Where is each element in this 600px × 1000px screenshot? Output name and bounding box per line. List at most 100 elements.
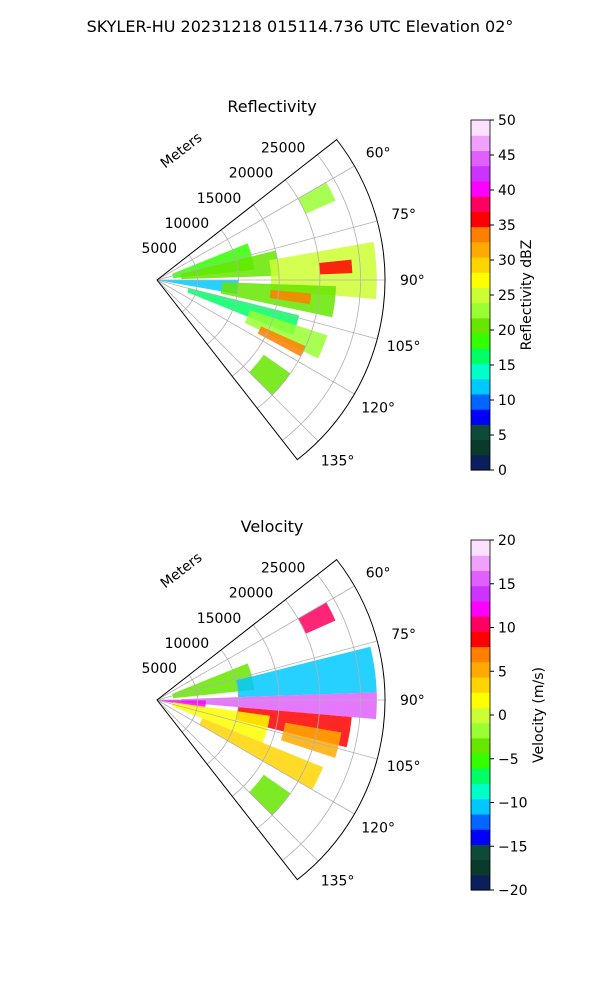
azimuth-tick-label: 60° <box>366 565 391 581</box>
range-tick-label: 20000 <box>229 586 274 602</box>
colorbar-tick-label: 10 <box>498 393 516 409</box>
colorbar-segment <box>471 813 490 830</box>
colorbar-segment <box>471 165 490 182</box>
echo-region <box>269 289 312 305</box>
colorbar-segment <box>471 150 490 167</box>
azimuth-spoke <box>156 279 319 442</box>
colorbar-segment <box>471 859 490 876</box>
colorbar-segment <box>471 454 490 471</box>
range-tick-label: 5000 <box>141 661 177 677</box>
reflectivity-radial-label: Meters <box>158 130 206 172</box>
range-ring <box>181 254 199 313</box>
colorbar-segment <box>471 439 490 456</box>
colorbar-segment <box>471 783 490 800</box>
range-tick-label: 15000 <box>197 191 242 207</box>
colorbar-segment <box>471 211 490 228</box>
reflectivity-title: Reflectivity <box>227 97 316 116</box>
range-tick-label: 10000 <box>165 216 210 232</box>
azimuth-tick-label: 105° <box>387 339 421 355</box>
azimuth-spoke <box>156 699 319 862</box>
colorbar-tick-label: 20 <box>498 533 516 549</box>
colorbar-tick-label: 15 <box>498 577 516 593</box>
azimuth-spoke <box>156 585 355 701</box>
colorbar-segment <box>471 829 490 845</box>
azimuth-spoke <box>156 279 355 395</box>
colorbar-segment <box>471 348 490 365</box>
colorbar-tick-label: 40 <box>498 183 516 199</box>
colorbar-segment <box>471 616 490 632</box>
colorbar-segment <box>471 570 490 587</box>
reflectivity-axis-labels: 5000 10000 15000 20000 25000 60° 75° 90° 105° 120… <box>141 141 424 470</box>
velocity-title: Velocity <box>241 517 304 536</box>
reflectivity-echoes <box>157 182 377 396</box>
colorbar-tick-label: −20 <box>498 883 528 899</box>
range-tick-label: 5000 <box>141 241 177 257</box>
velocity-radial-label: Meters <box>158 550 206 592</box>
azimuth-tick-label: 75° <box>391 627 416 643</box>
colorbar-segment <box>471 874 490 891</box>
colorbar-segment <box>471 302 490 319</box>
colorbar-tick-label: −15 <box>498 839 528 855</box>
colorbar-tick-label: 50 <box>498 113 516 129</box>
azimuth-spoke <box>156 640 378 701</box>
colorbar-tick-label: 25 <box>498 288 516 304</box>
sector-outline <box>156 138 386 461</box>
colorbar-segment <box>471 409 490 425</box>
sector-outline <box>156 558 386 881</box>
colorbar-segment <box>471 844 490 861</box>
figure-suptitle: SKYLER-HU 20231218 015114.736 UTC Elevat… <box>87 17 514 36</box>
colorbar-segment <box>471 722 490 739</box>
echo-region <box>244 310 328 359</box>
echo-region <box>236 646 377 698</box>
reflectivity-grid <box>156 138 386 461</box>
azimuth-tick-label: 90° <box>400 693 425 709</box>
azimuth-spoke <box>156 279 378 340</box>
colorbar-segment <box>471 600 490 617</box>
range-tick-label: 15000 <box>197 611 242 627</box>
colorbar-segment <box>471 196 490 212</box>
colorbar-tick-label: 15 <box>498 358 516 374</box>
colorbar-segment <box>471 646 490 663</box>
range-ring <box>257 179 321 409</box>
range-ring <box>181 674 199 733</box>
colorbar-segment <box>471 256 490 273</box>
colorbar-segment <box>471 798 490 815</box>
colorbar-tick-label: 5 <box>498 428 507 444</box>
velocity-grid <box>156 558 386 881</box>
colorbar-segment <box>471 378 490 395</box>
colorbar-segment <box>471 737 490 754</box>
echo-region <box>180 250 280 280</box>
echo-region <box>280 722 342 758</box>
velocity-colorbar-label: Velocity (m/s) <box>531 667 547 763</box>
azimuth-tick-label: 135° <box>321 454 355 470</box>
velocity-panel: Velocity 5000 10000 15000 20000 25000 60° 75° 9… <box>141 517 547 899</box>
colorbar-tick-label: 0 <box>498 463 507 479</box>
azimuth-spoke <box>156 165 355 281</box>
colorbar-tick-label: −10 <box>498 796 528 812</box>
velocity-colorbar: −20 −15 −10 −5 0 5 10 15 20 <box>470 533 528 899</box>
echo-region <box>157 280 239 295</box>
range-ring <box>231 624 280 797</box>
colorbar-segment <box>471 287 490 304</box>
colorbar-segment <box>471 676 490 693</box>
azimuth-tick-label: 120° <box>361 821 395 837</box>
reflectivity-panel: Reflectivity 5000 10000 15000 20000 25000 60°… <box>141 97 535 479</box>
colorbar-segment <box>471 585 490 602</box>
colorbar-segment <box>471 540 490 556</box>
range-ring <box>282 574 361 861</box>
colorbar-segment <box>471 241 490 258</box>
colorbar-tick-label: 35 <box>498 218 516 234</box>
echo-region <box>249 354 291 396</box>
colorbar-segment <box>471 631 490 648</box>
velocity-axis-labels: 5000 10000 15000 20000 25000 60° 75° 90° 105° 120… <box>141 561 424 890</box>
echo-region <box>257 326 306 357</box>
colorbar-segment <box>471 333 490 349</box>
colorbar-segment <box>471 120 490 136</box>
echo-region <box>298 182 336 214</box>
colorbar-tick-label: 20 <box>498 323 516 339</box>
colorbar-segment <box>471 661 490 678</box>
colorbar-segment <box>471 226 490 243</box>
range-ring <box>231 204 280 377</box>
echo-region <box>318 259 353 275</box>
